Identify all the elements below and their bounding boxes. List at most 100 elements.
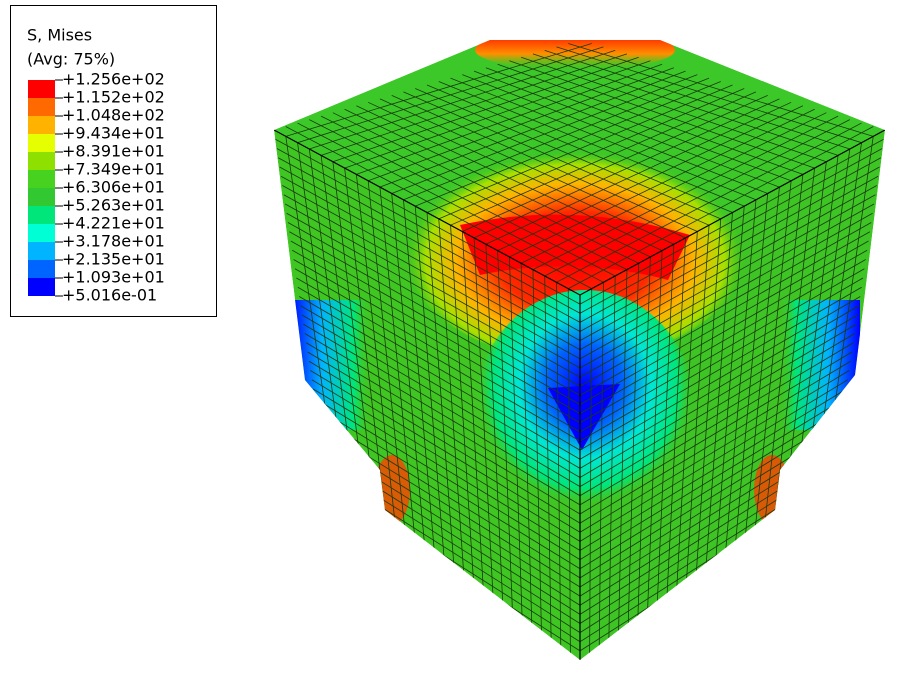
legend-swatch	[28, 224, 55, 242]
legend-swatch	[28, 134, 55, 152]
mesh-line	[579, 231, 871, 396]
mesh-line	[391, 74, 698, 194]
mesh-line	[579, 388, 847, 551]
mesh-line	[285, 203, 581, 369]
legend-label: +8.391e+01	[62, 142, 165, 161]
legend-label: +6.306e+01	[62, 178, 165, 197]
mesh-line	[300, 305, 581, 469]
mesh-line	[568, 126, 874, 290]
legend-items: +1.256e+02+1.152e+02+1.048e+02+9.434e+01…	[28, 70, 165, 305]
mesh-line	[415, 81, 721, 207]
mesh-line	[426, 84, 733, 213]
mesh-line	[296, 277, 581, 442]
mesh-line	[579, 314, 858, 478]
mesh-line	[301, 314, 581, 478]
mesh-line	[579, 212, 873, 378]
mesh-line	[312, 388, 581, 551]
mesh-line	[450, 91, 757, 226]
mesh	[275, 43, 884, 654]
mesh-line	[356, 63, 663, 175]
legend: S, Mises (Avg: 75%) +1.256e+02+1.152e+02…	[10, 5, 217, 317]
mesh-line	[297, 286, 581, 451]
mesh-line	[285, 43, 592, 137]
mesh-line	[293, 259, 581, 424]
legend-label: +5.263e+01	[62, 196, 165, 215]
mesh-line	[579, 286, 862, 451]
legend-swatch	[28, 206, 55, 224]
mesh-line	[579, 185, 877, 351]
legend-subtitle: (Avg: 75%)	[27, 50, 115, 69]
mesh-line	[579, 407, 844, 570]
mesh-line	[275, 138, 581, 305]
mesh-line	[287, 222, 581, 387]
mesh-line	[297, 46, 604, 144]
legend-label: +7.349e+01	[62, 160, 165, 179]
legend-swatch	[28, 278, 55, 296]
legend-title: S, Mises	[27, 26, 92, 45]
mesh-line	[579, 379, 849, 542]
mesh-line	[344, 60, 651, 169]
mesh-line	[289, 231, 581, 396]
mesh-line	[532, 115, 839, 270]
mesh-line	[307, 351, 581, 515]
mesh-line	[308, 360, 581, 524]
mesh-line	[509, 108, 815, 258]
mesh-line	[485, 101, 792, 245]
legend-label: +1.152e+02	[62, 88, 165, 107]
legend-swatch	[28, 152, 55, 170]
mesh-line	[462, 95, 768, 232]
mesh-line	[332, 56, 639, 163]
mesh-line	[579, 351, 853, 515]
mesh-line	[579, 296, 861, 460]
mesh-line	[311, 379, 581, 542]
legend-swatch	[28, 98, 55, 116]
mesh-line	[579, 148, 883, 314]
legend-label: +4.221e+01	[62, 214, 165, 233]
mesh-line	[305, 342, 581, 506]
mesh-line	[315, 407, 581, 570]
notch-top-red	[475, 40, 675, 70]
mesh-line	[497, 105, 804, 251]
mesh-line	[520, 112, 827, 264]
legend-swatch	[28, 260, 55, 278]
mesh-line	[579, 333, 855, 497]
mesh-line	[579, 268, 865, 433]
mesh-line	[403, 77, 710, 201]
mesh-line	[303, 323, 581, 487]
legend-label: +1.048e+02	[62, 106, 165, 125]
mesh-line	[317, 416, 581, 579]
mesh-line	[579, 175, 879, 341]
mesh-line	[280, 175, 581, 341]
mesh-line	[290, 240, 581, 405]
mesh-line	[579, 342, 854, 506]
mesh-line	[579, 370, 850, 533]
mesh-line	[298, 296, 581, 460]
mesh-line	[579, 157, 882, 323]
mesh-line	[304, 333, 581, 497]
mesh-line	[579, 166, 880, 332]
legend-label: +3.178e+01	[62, 232, 165, 251]
mesh-line	[556, 122, 862, 283]
mesh-line	[579, 138, 884, 305]
mesh-line	[579, 397, 846, 560]
mesh-line	[579, 222, 872, 387]
legend-label: +2.135e+01	[62, 250, 165, 269]
mesh-line	[379, 70, 686, 188]
mesh-line	[282, 185, 581, 351]
mesh-line	[579, 194, 876, 360]
mesh-line	[292, 249, 581, 414]
mesh-line	[579, 249, 868, 414]
legend-swatch	[28, 188, 55, 206]
mesh-line	[579, 305, 860, 469]
mesh-line	[438, 88, 745, 220]
legend-swatch	[28, 170, 55, 188]
mesh-line	[279, 166, 581, 332]
mesh-line	[579, 323, 857, 487]
mesh-line	[294, 268, 581, 433]
mesh-line	[283, 194, 581, 360]
legend-label: +1.093e+01	[62, 268, 165, 287]
mesh-line	[278, 157, 581, 323]
legend-label: +5.016e-01	[62, 286, 157, 305]
legend-swatch	[28, 80, 55, 98]
